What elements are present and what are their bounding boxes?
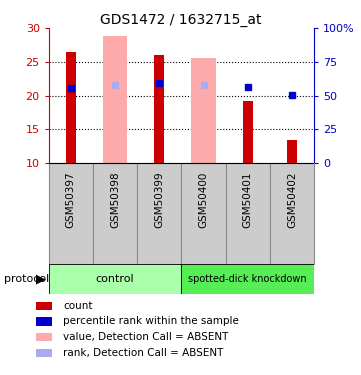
Bar xyxy=(181,163,226,264)
Bar xyxy=(49,163,93,264)
Bar xyxy=(181,264,314,294)
Bar xyxy=(191,58,216,163)
Text: value, Detection Call = ABSENT: value, Detection Call = ABSENT xyxy=(63,332,229,342)
Text: percentile rank within the sample: percentile rank within the sample xyxy=(63,316,239,326)
Text: GDS1472 / 1632715_at: GDS1472 / 1632715_at xyxy=(100,13,261,27)
Text: GSM50400: GSM50400 xyxy=(199,171,209,228)
Text: ▶: ▶ xyxy=(36,273,45,286)
Text: rank, Detection Call = ABSENT: rank, Detection Call = ABSENT xyxy=(63,348,223,358)
Text: GSM50401: GSM50401 xyxy=(243,171,253,228)
Text: spotted-dick knockdown: spotted-dick knockdown xyxy=(188,274,307,284)
Bar xyxy=(93,163,137,264)
Bar xyxy=(270,163,314,264)
Bar xyxy=(287,140,297,163)
Bar xyxy=(103,36,127,163)
Text: count: count xyxy=(63,301,93,310)
Bar xyxy=(137,163,182,264)
Bar xyxy=(49,264,181,294)
Text: control: control xyxy=(96,274,134,284)
Bar xyxy=(155,55,164,163)
Text: GSM50398: GSM50398 xyxy=(110,171,120,228)
Text: GSM50397: GSM50397 xyxy=(66,171,76,228)
Bar xyxy=(66,52,76,163)
Bar xyxy=(226,163,270,264)
Bar xyxy=(243,101,253,163)
Text: GSM50399: GSM50399 xyxy=(154,171,164,228)
Text: GSM50402: GSM50402 xyxy=(287,171,297,228)
Text: protocol: protocol xyxy=(4,274,49,284)
